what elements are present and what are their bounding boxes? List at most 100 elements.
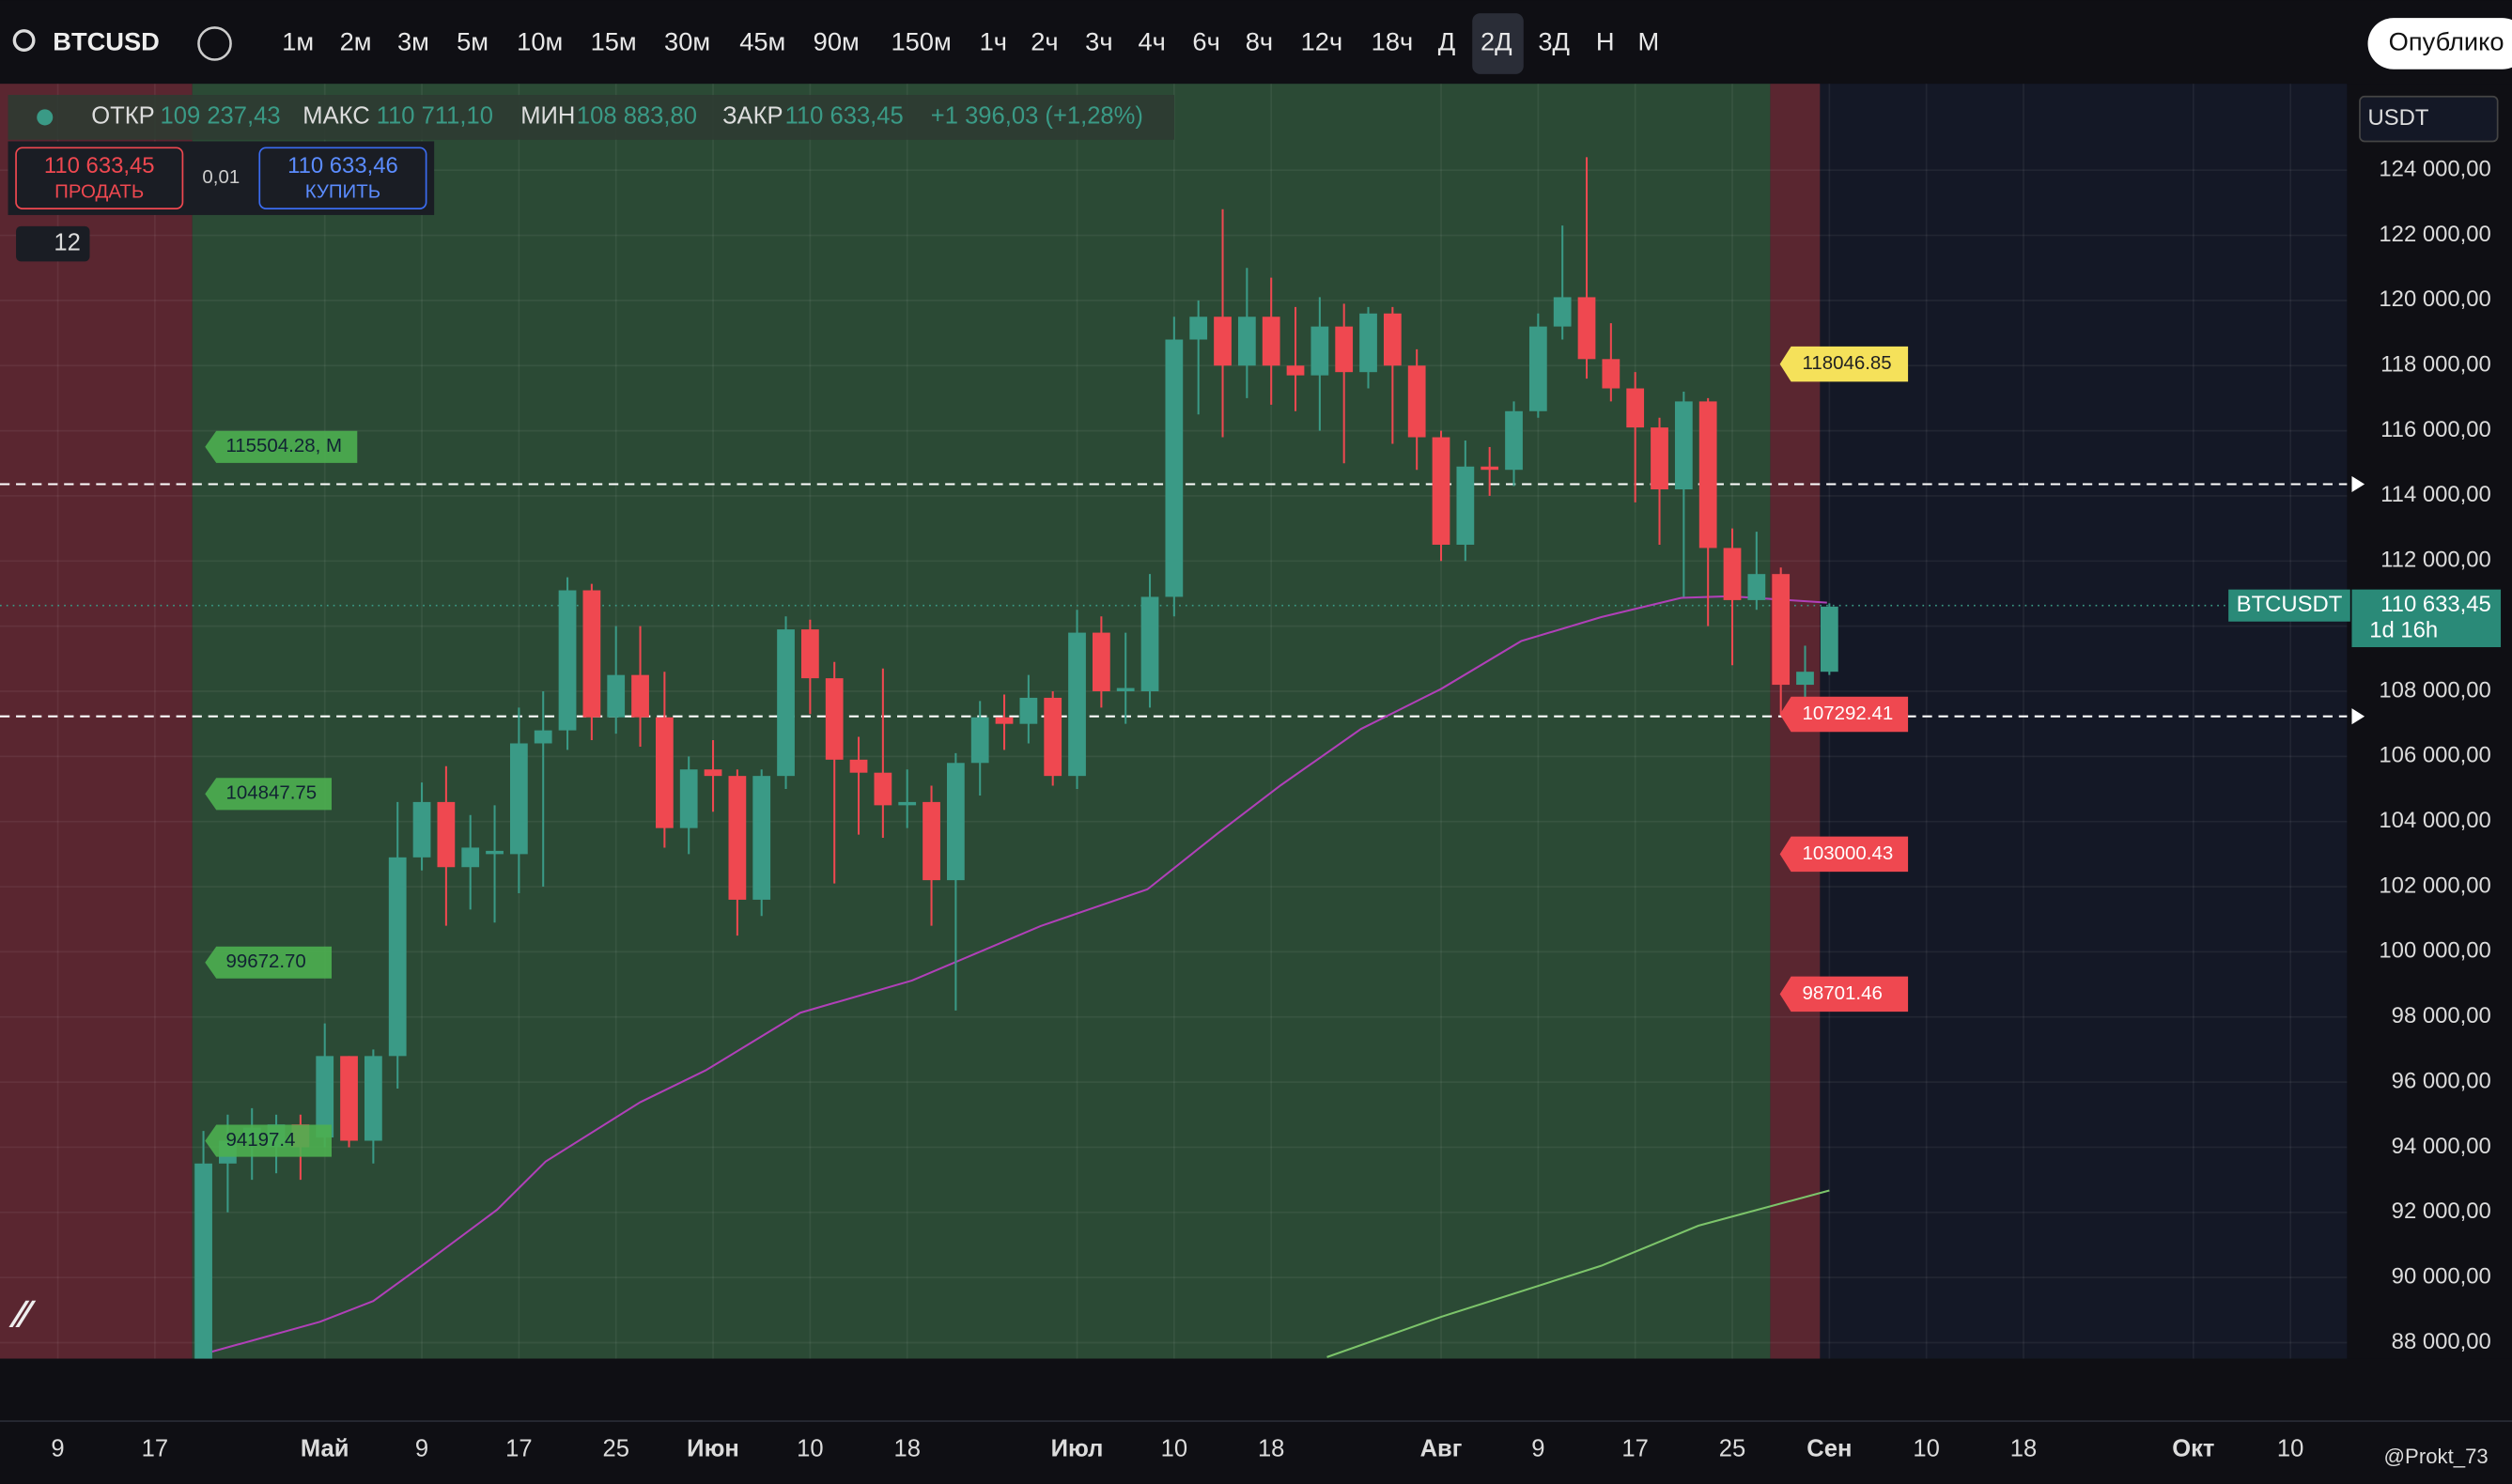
publish-label[interactable]: Опублико [2389,27,2504,56]
candle-body [412,801,431,858]
interval-button[interactable]: 5м [457,27,488,56]
interval-button[interactable]: 2ч [1031,27,1058,56]
y-tick-label: 90 000,00 [2392,1263,2491,1289]
interval-button[interactable]: 1ч [980,27,1007,56]
candle-body [1214,317,1232,366]
candle-body [679,769,698,828]
candle-body [1481,466,1499,471]
publish-button[interactable] [2367,18,2512,70]
y-tick-label: 106 000,00 [2379,743,2490,768]
interval-button[interactable]: 45м [739,27,785,56]
symbol[interactable]: BTCUSD [53,27,160,56]
currency-select[interactable] [2359,95,2499,143]
candle-body [461,847,480,868]
indicators-count[interactable]: 12 [54,229,80,255]
level-tag [1779,346,1909,382]
interval-button[interactable]: 15м [591,27,637,56]
line-arrow [2351,475,2365,492]
y-tick-label: 114 000,00 [2380,482,2491,507]
interval-button[interactable]: 4ч [1138,27,1165,56]
level-label: 104847.75 [225,782,317,804]
spread: 0,01 [202,166,240,188]
interval-button[interactable]: 10м [517,27,563,56]
currency[interactable]: USDT [2368,105,2429,131]
interval-button[interactable]: 3ч [1085,27,1112,56]
interval-button[interactable]: 12ч [1301,27,1343,56]
close-label: ЗАКР [722,103,783,130]
candle-body [509,743,528,855]
sell-label[interactable]: ПРОДАТЬ [54,180,144,202]
sell-button[interactable] [15,147,184,209]
y-tick-label: 104 000,00 [2379,808,2490,833]
price-tag-bg [2351,589,2502,648]
buy-button[interactable] [258,147,427,209]
watermark: @Prokt_73 [2384,1445,2489,1468]
interval-button[interactable]: 30м [664,27,710,56]
y-tick-label: 100 000,00 [2379,938,2490,964]
high-value: 110 711,10 [377,103,493,130]
interval-button[interactable]: 3м [397,27,429,56]
interval-button[interactable]: 90м [814,27,860,56]
y-tick-label: 116 000,00 [2380,417,2491,442]
candle-body [1553,297,1572,327]
x-tick-label: 10 [1913,1436,1939,1462]
price-tag-timer: 1d 16h [2369,617,2438,642]
candle-body [1140,596,1159,691]
add-symbol[interactable] [197,26,232,61]
y-tick-label: 108 000,00 [2379,677,2490,703]
candle-body [582,590,601,718]
candle-body [1651,427,1668,490]
x-tick-label: 17 [1621,1436,1648,1462]
interval-button[interactable]: Д [1438,27,1455,56]
sell-price[interactable]: 110 633,45 [44,153,155,178]
candle-body [1044,697,1062,777]
indicators-toggle[interactable] [16,225,90,262]
candle-body [1698,401,1717,549]
x-tick-label: Сен [1806,1436,1852,1462]
interval-button[interactable]: Н [1596,27,1615,56]
interval-button[interactable]: 3Д [1538,27,1570,56]
candle-body [1820,606,1838,672]
level-label: 94197.4 [225,1129,295,1151]
y-tick-label: 92 000,00 [2392,1198,2491,1224]
candle-body [874,772,892,806]
candle-body [1456,466,1475,545]
interval-button[interactable]: 2м [340,27,372,56]
x-tick-label: 10 [1161,1436,1187,1462]
x-tick-label: 10 [797,1436,823,1462]
x-tick-label: 18 [1258,1436,1284,1462]
candle-body [1189,317,1208,340]
buy-price[interactable]: 110 633,46 [287,153,398,178]
candle-body [704,769,722,777]
toolbar [0,0,2512,85]
candle-body [437,801,456,868]
buy-label[interactable]: КУПИТЬ [305,180,380,202]
interval-button[interactable]: 150м [891,27,951,56]
search-icon[interactable] [12,29,36,52]
level-label: 99672.70 [225,951,305,972]
candle-body [1796,672,1814,686]
interval-button[interactable]: 6ч [1192,27,1219,56]
interval-button[interactable]: 2Д [1481,27,1512,56]
y-tick-label: 120 000,00 [2379,286,2490,312]
status-dot [37,109,54,126]
session-zone [0,84,193,1359]
candle-body [1432,437,1450,545]
level-tag [205,1124,333,1157]
candle-body [364,1056,382,1141]
candle-body [1359,313,1377,373]
candle-body [1165,339,1184,597]
x-tick-label: 17 [505,1436,532,1462]
interval-button[interactable]: М [1637,27,1659,56]
interval-button[interactable]: 1м [282,27,314,56]
interval-button[interactable]: 8ч [1246,27,1273,56]
candle-body [1528,326,1547,411]
level-label: 118046.85 [1803,352,1892,374]
candle-body [923,801,940,881]
interval-button[interactable]: 18ч [1372,27,1414,56]
candle-body [1505,410,1523,471]
candle-body [1019,697,1038,724]
x-tick-label: Окт [2172,1436,2214,1462]
candle-body [1674,401,1693,490]
